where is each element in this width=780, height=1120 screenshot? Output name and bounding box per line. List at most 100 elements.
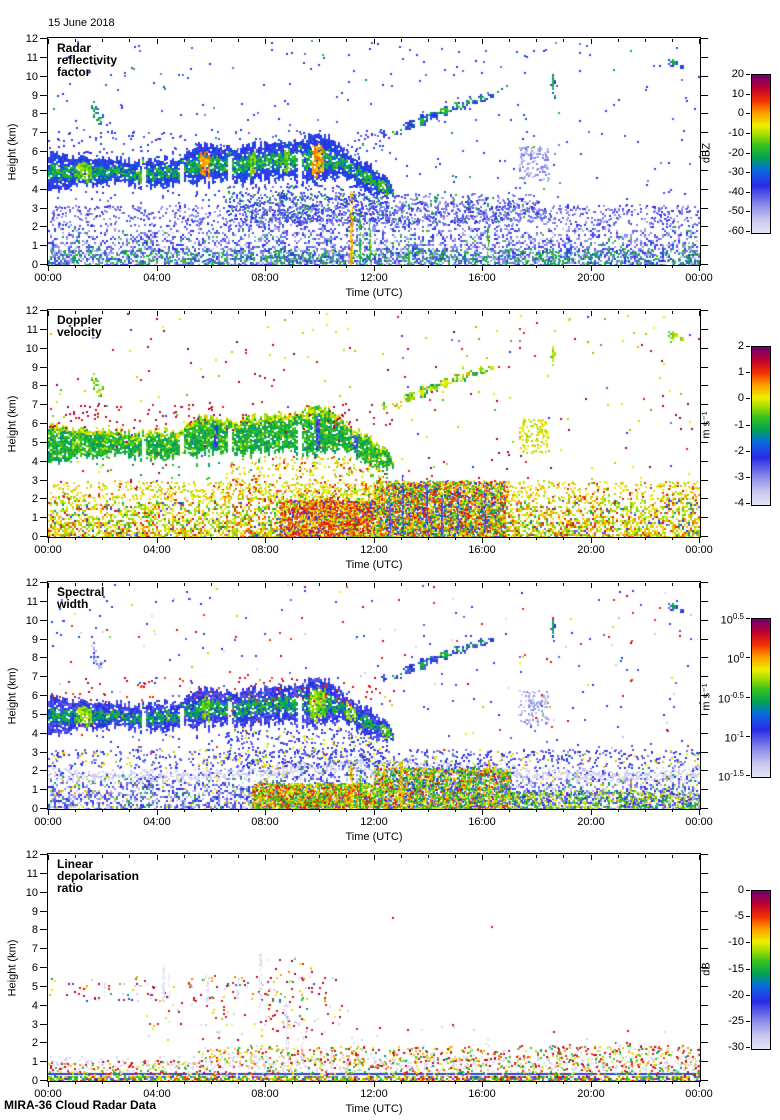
y-tick-right: [701, 170, 708, 171]
y-tick-label: 6: [31, 146, 38, 158]
y-tick-left: [40, 57, 47, 58]
y-tick-left: [40, 208, 47, 209]
y-tick-left: [40, 733, 47, 734]
colorbar-tick-label: -1: [734, 419, 744, 431]
colorbar-tick: [746, 916, 750, 917]
y-tick-right: [701, 329, 708, 330]
colorbar-tick-label: -25: [728, 1015, 744, 1027]
x-tick-bottom: [157, 809, 158, 815]
colorbar-tick-label: 2: [737, 340, 744, 352]
y-tick-label: 4: [31, 1000, 38, 1012]
x-tick-top: [563, 855, 564, 858]
x-tick-top: [591, 311, 592, 316]
y-tick-label: 1: [31, 784, 38, 796]
x-tick-bottom: [455, 265, 456, 268]
x-tick-top: [618, 39, 619, 42]
y-tick-right: [701, 536, 708, 537]
x-tick-top: [374, 583, 375, 588]
x-tick-top: [672, 39, 673, 42]
y-tick-left: [40, 929, 47, 930]
x-tick-bottom: [265, 1081, 266, 1087]
y-tick-right: [701, 752, 708, 753]
x-tick-bottom: [401, 809, 402, 812]
x-tick-bottom: [346, 809, 347, 812]
colorbar: [751, 74, 771, 234]
x-tick-top: [157, 39, 158, 44]
heatmap-canvas: [48, 854, 700, 1081]
x-tick-top: [238, 583, 239, 586]
y-tick-left: [40, 461, 47, 462]
y-tick-left: [40, 1005, 47, 1006]
x-tick-label: 08:00: [251, 272, 279, 284]
x-tick-top: [509, 39, 510, 42]
x-tick-top: [292, 39, 293, 42]
y-tick-label: 6: [31, 418, 38, 430]
colorbar: [751, 346, 771, 506]
x-tick-bottom: [292, 265, 293, 268]
x-tick-bottom: [48, 1081, 49, 1087]
x-tick-label: 16:00: [468, 272, 496, 284]
x-tick-top: [374, 311, 375, 316]
y-tick-label: 3: [31, 747, 38, 759]
x-tick-bottom: [346, 537, 347, 540]
y-tick-left: [40, 38, 47, 39]
panel-title: Spectral width: [57, 585, 105, 611]
y-tick-right: [701, 76, 708, 77]
y-tick-left: [40, 873, 47, 874]
x-tick-top: [48, 311, 49, 316]
x-tick-label: 12:00: [360, 816, 388, 828]
y-tick-left: [40, 770, 47, 771]
x-tick-bottom: [319, 537, 320, 540]
y-tick-label: 11: [26, 596, 38, 608]
x-tick-bottom: [184, 809, 185, 812]
y-tick-left: [40, 226, 47, 227]
y-tick-right: [701, 226, 708, 227]
panel-title: Radar reflectivity factor: [57, 41, 118, 79]
x-tick-bottom: [645, 1081, 646, 1084]
x-tick-bottom: [211, 809, 212, 812]
x-tick-label: 04:00: [143, 1088, 171, 1100]
heatmap-canvas: [48, 582, 700, 809]
x-tick-top: [455, 855, 456, 858]
y-tick-label: 7: [31, 127, 38, 139]
x-tick-bottom: [265, 537, 266, 543]
y-tick-right: [701, 113, 708, 114]
colorbar-tick-label: -10: [728, 936, 744, 948]
y-tick-right: [701, 480, 708, 481]
x-tick-bottom: [563, 809, 564, 812]
x-tick-bottom: [482, 265, 483, 271]
y-tick-left: [40, 170, 47, 171]
x-tick-label: 12:00: [360, 544, 388, 556]
x-tick-bottom: [672, 537, 673, 540]
x-tick-bottom: [591, 1081, 592, 1087]
x-tick-top: [374, 855, 375, 860]
x-tick-bottom: [129, 1081, 130, 1084]
y-tick-label: 12: [25, 849, 38, 861]
colorbar-tick-label: 0: [737, 107, 744, 119]
y-tick-right: [701, 245, 708, 246]
y-tick-label: 9: [31, 906, 38, 918]
x-tick-top: [455, 39, 456, 42]
x-tick-bottom: [618, 537, 619, 540]
y-tick-right: [701, 911, 708, 912]
x-tick-top: [238, 39, 239, 42]
x-tick-bottom: [672, 1081, 673, 1084]
y-tick-right: [701, 517, 708, 518]
y-tick-right: [701, 854, 708, 855]
x-tick-bottom: [591, 809, 592, 815]
x-tick-top: [75, 855, 76, 858]
x-tick-top: [265, 39, 266, 44]
x-tick-bottom: [238, 809, 239, 812]
x-tick-top: [48, 39, 49, 44]
x-tick-top: [184, 855, 185, 858]
y-tick-left: [40, 1061, 47, 1062]
date-label: 15 June 2018: [48, 17, 115, 29]
x-tick-top: [591, 855, 592, 860]
x-tick-bottom: [48, 809, 49, 815]
y-tick-label: 9: [31, 362, 38, 374]
y-tick-label: 2: [31, 1037, 38, 1049]
x-tick-bottom: [346, 265, 347, 268]
x-tick-bottom: [536, 265, 537, 268]
y-tick-label: 1: [31, 512, 38, 524]
y-tick-left: [40, 442, 47, 443]
